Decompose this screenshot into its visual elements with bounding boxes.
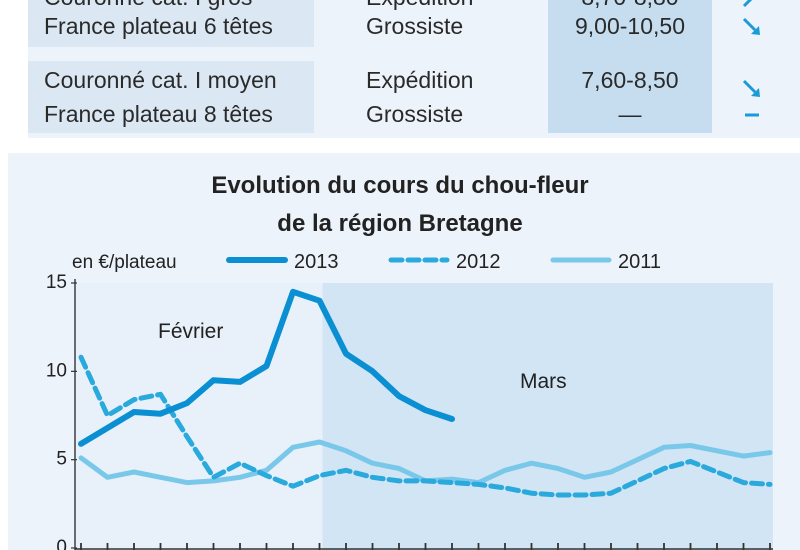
price-band — [548, 0, 712, 133]
row2-stage-bottom: Grossiste — [366, 101, 464, 127]
row2-name-bottom: France plateau 8 têtes — [44, 101, 273, 127]
row2-price-top: 7,60-8,50 — [581, 67, 679, 93]
y-tick-label: 10 — [46, 360, 67, 381]
legend-label-2012: 2012 — [456, 251, 501, 273]
row2-name-top: Couronné cat. I moyen — [44, 67, 277, 93]
trend-down-icon — [742, 79, 760, 97]
trend-down-icon — [742, 17, 760, 35]
row1-stage-bottom: Grossiste — [366, 13, 464, 39]
row1-price-top: 8,70-8,80 — [548, 0, 712, 9]
chart-title-line1: Evolution du cours du chou-fleur — [211, 172, 589, 199]
trend-up-icon — [742, 0, 753, 8]
y-tick-label: 0 — [56, 537, 67, 550]
chart-title-line2: de la région Bretagne — [277, 210, 523, 237]
bg-mars — [322, 283, 773, 550]
name-band-2 — [28, 61, 314, 133]
row1-name-bottom: France plateau 6 têtes — [44, 13, 273, 39]
y-tick-label: 5 — [56, 449, 67, 470]
y-axis-label: en €/plateau — [72, 252, 177, 273]
row1-price-bottom: 9,00-10,50 — [575, 13, 685, 39]
period-label-mars: Mars — [520, 370, 567, 393]
name-band-1 — [28, 0, 314, 47]
y-tick-label: 15 — [46, 272, 67, 293]
row2-stage-top: Expédition — [366, 67, 474, 93]
series-line-2012 — [78, 354, 773, 498]
period-label-fevrier: Février — [158, 320, 223, 343]
row2-price-bottom: — — [618, 101, 642, 127]
series-line-2013 — [78, 288, 455, 447]
row1-stage-top: Expédition — [366, 0, 473, 9]
legend-label-2011: 2011 — [618, 251, 661, 273]
legend-label-2013: 2013 — [294, 251, 339, 273]
row1-name-top: Couronné cat. I gros — [44, 0, 252, 9]
